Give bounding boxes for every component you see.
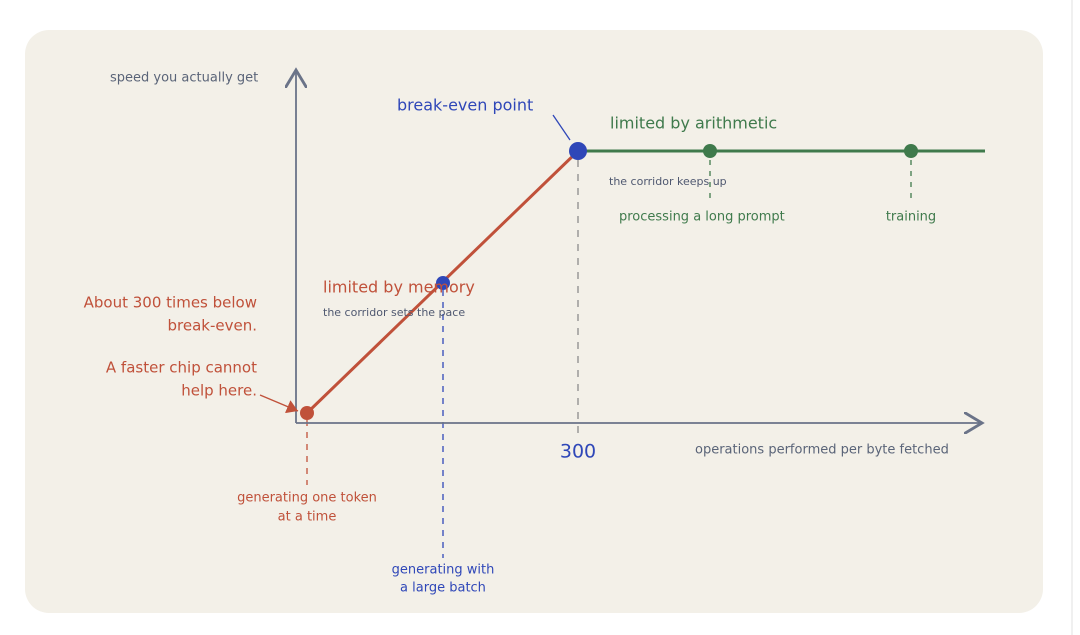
connector bbox=[552, 114, 571, 141]
example-label: processing a long prompt bbox=[619, 210, 785, 225]
point bbox=[300, 406, 314, 420]
example-label: training bbox=[886, 210, 936, 225]
break-even-label: break-even point bbox=[397, 96, 533, 115]
example-label: a large batch bbox=[400, 581, 486, 596]
point bbox=[436, 276, 450, 290]
example-label: at a time bbox=[278, 510, 337, 525]
region-title: limited by arithmetic bbox=[610, 114, 777, 133]
example-label: generating with bbox=[392, 563, 495, 578]
example-label: generating one token bbox=[237, 491, 377, 506]
region-title: limited by memory bbox=[323, 278, 475, 297]
region-note: the corridor sets the pace bbox=[323, 306, 465, 319]
point bbox=[569, 142, 587, 160]
callout-text: About 300 times below bbox=[84, 294, 257, 312]
region-note: the corridor keeps up bbox=[609, 175, 727, 188]
point bbox=[904, 144, 918, 158]
callout-text: help here. bbox=[181, 382, 257, 400]
point bbox=[703, 144, 717, 158]
x-axis-label: operations performed per byte fetched bbox=[695, 443, 949, 458]
card bbox=[25, 30, 1043, 613]
callout-arrow bbox=[259, 394, 299, 414]
callout-text: A faster chip cannot bbox=[106, 359, 257, 377]
callout-text: break-even. bbox=[168, 317, 258, 335]
x-tick-label: 300 bbox=[560, 441, 596, 463]
y-axis-label: speed you actually get bbox=[110, 71, 258, 86]
